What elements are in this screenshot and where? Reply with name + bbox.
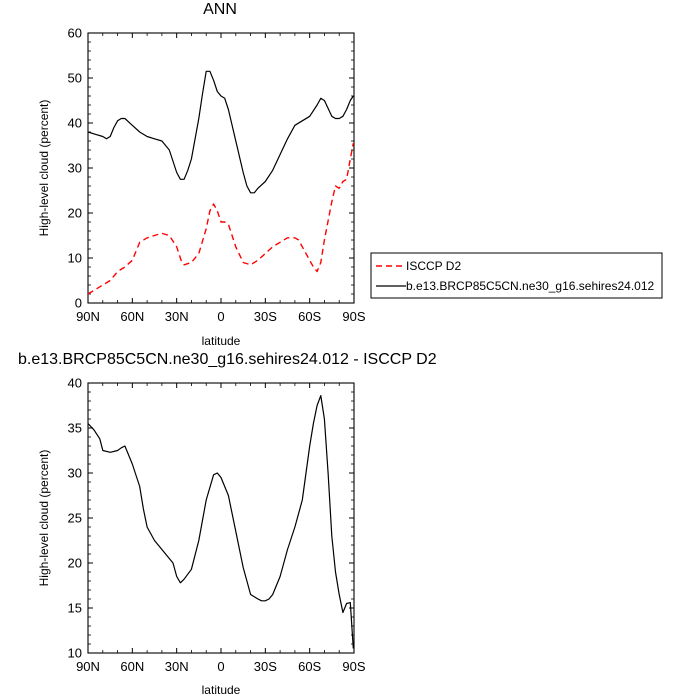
top-axis-ticks: 90N 60N 30N 0 30S 60S 90S 0 10 20 30 40 50 60 <box>68 26 366 325</box>
bottom-x-tick-label: 60N <box>120 659 144 674</box>
top-plot-frame <box>87 32 355 304</box>
bottom-y-tick-label: 35 <box>68 421 82 436</box>
top-y-tick-label: 10 <box>68 251 82 266</box>
bottom-x-tick-label: 30N <box>165 659 189 674</box>
top-y-tick-label: 20 <box>68 206 82 221</box>
bottom-x-tick-label: 90N <box>76 659 100 674</box>
bottom-plot-frame <box>87 382 355 654</box>
bottom-y-axis-label: High-level cloud (percent) <box>37 450 51 587</box>
legend-label-isccp: ISCCP D2 <box>406 259 461 273</box>
top-x-axis-label: latitude <box>202 334 241 348</box>
bottom-chart-title: b.e13.BRCP85C5CN.ne30_g16.sehires24.012 … <box>18 351 437 368</box>
bottom-x-tick-label: 30S <box>254 659 277 674</box>
top-y-tick-label: 0 <box>75 296 82 311</box>
top-y-tick-label: 30 <box>68 161 82 176</box>
bottom-y-tick-label: 15 <box>68 601 82 616</box>
legend-box <box>370 252 663 299</box>
top-y-tick-label: 60 <box>68 26 82 41</box>
top-y-tick-label: 40 <box>68 116 82 131</box>
bottom-y-tick-label: 30 <box>68 466 82 481</box>
bottom-x-tick-label: 90S <box>342 659 365 674</box>
top-x-tick-label: 90S <box>342 309 365 324</box>
bottom-y-tick-label: 20 <box>68 556 82 571</box>
bottom-x-axis-label: latitude <box>202 683 241 697</box>
bottom-y-tick-label: 10 <box>68 646 82 661</box>
top-x-tick-label: 60S <box>298 309 321 324</box>
bottom-x-tick-label: 0 <box>217 659 224 674</box>
bottom-axis-ticks: 90N 60N 30N 0 30S 60S 90S 10 15 20 25 30 35 40 <box>68 376 366 675</box>
bottom-series-lines <box>87 395 354 649</box>
legend-label-model: b.e13.BRCP85C5CN.ne30_g16.sehires24.012 <box>406 279 654 293</box>
bottom-y-tick-label: 25 <box>68 511 82 526</box>
top-y-axis-label: High-level cloud (percent) <box>37 100 51 237</box>
bottom-x-tick-label: 60S <box>298 659 321 674</box>
top-panel: ANN 90N 60N 30N 0 30S 60S 90S 0 10 20 30 40 50 60 lat… <box>37 1 366 348</box>
top-series-line-1 <box>87 70 354 194</box>
top-chart-title: ANN <box>203 1 237 18</box>
top-x-tick-label: 90N <box>76 309 100 324</box>
top-x-tick-label: 30N <box>165 309 189 324</box>
bottom-panel: b.e13.BRCP85C5CN.ne30_g16.sehires24.012 … <box>18 351 437 697</box>
bottom-y-tick-label: 40 <box>68 376 82 391</box>
top-x-tick-label: 60N <box>120 309 144 324</box>
bottom-series-line-0 <box>87 395 354 649</box>
top-series-lines <box>87 70 354 295</box>
top-x-tick-label: 30S <box>254 309 277 324</box>
top-series-line-0 <box>87 143 354 295</box>
top-x-tick-label: 0 <box>217 309 224 324</box>
legend: ISCCP D2 b.e13.BRCP85C5CN.ne30_g16.sehir… <box>370 252 663 299</box>
top-y-tick-label: 50 <box>68 71 82 86</box>
